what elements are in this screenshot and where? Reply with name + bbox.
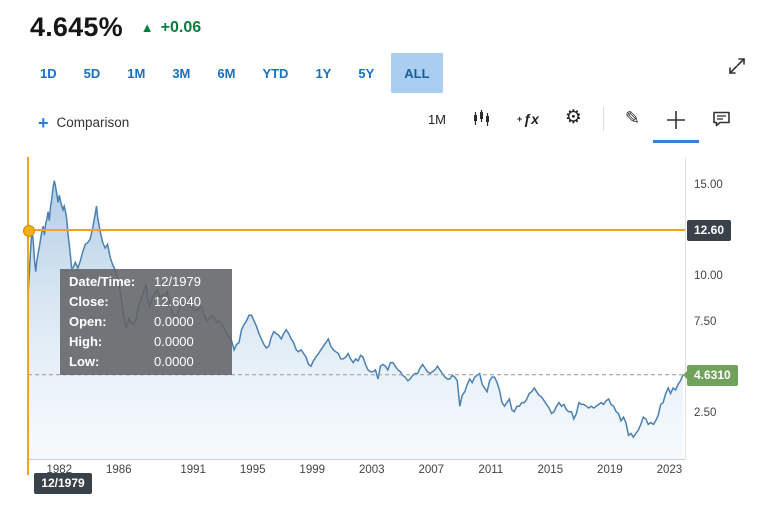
x-axis-label-2003: 2003 (358, 464, 385, 476)
tooltip-value: 12/1979 (154, 274, 201, 289)
range-tab-5d[interactable]: 5D (83, 65, 101, 81)
price-header: 4.645% ▲ +0.06 (0, 0, 768, 43)
range-tab-ytd[interactable]: YTD (262, 65, 289, 81)
x-axis-label-2023: 2023 (656, 464, 683, 476)
x-axis-label-1995: 1995 (239, 464, 266, 476)
tooltip-label: Close: (69, 294, 109, 309)
tooltip-value: 0.0000 (154, 314, 194, 329)
range-row: 1D 5D 1M 3M 6M YTD 1Y 5Y ALL (30, 53, 768, 93)
range-tab-5y[interactable]: 5Y (358, 65, 375, 81)
comparison-label: Comparison (56, 115, 130, 130)
y-axis-label-15.00: 15.00 (694, 179, 723, 192)
crosshair-dot (23, 224, 36, 237)
range-tab-1d[interactable]: 1D (40, 65, 57, 81)
y-axis-line (685, 157, 686, 459)
y-axis-label-10.00: 10.00 (694, 270, 723, 283)
chart-toolbar: + Comparison 1M + ƒx ⚙ ✎ (38, 101, 744, 143)
crosshair-date-badge: 12/1979 (34, 473, 92, 494)
last-price-badge: 4.6310 (683, 364, 738, 386)
toolbar-tools: 1M + ƒx ⚙ ✎ (415, 107, 744, 143)
crosshair-icon[interactable] (653, 110, 699, 143)
pencil-icon[interactable]: ✎ (624, 108, 640, 128)
range-tab-all[interactable]: ALL (391, 53, 443, 93)
price-chart[interactable] (28, 157, 685, 459)
crosshair-price-badge: 12.60 (687, 219, 732, 241)
y-axis-label-2.50: 2.50 (694, 406, 717, 419)
crosshair-v-line (27, 157, 30, 475)
tooltip-row: Open: 0.0000 (60, 312, 232, 332)
comparison-button[interactable]: + Comparison (38, 112, 130, 143)
chart-area: 15.00 10.00 7.50 2.50 1982 1986 1991 1995 1999 2… (0, 157, 768, 509)
change-value: +0.06 (160, 18, 202, 36)
x-axis-label-2019: 2019 (597, 464, 623, 476)
function-icon[interactable]: + ƒx (504, 111, 552, 143)
tooltip-label: Open: (69, 314, 107, 329)
toolbar-divider (602, 107, 604, 131)
range-tab-1m[interactable]: 1M (127, 65, 146, 81)
range-tab-6m[interactable]: 6M (217, 65, 236, 81)
comment-icon[interactable] (699, 110, 744, 143)
x-axis-label-2015: 2015 (537, 464, 564, 476)
up-triangle-icon: ▲ (140, 20, 154, 35)
current-price: 4.645% (30, 12, 123, 42)
crosshair-h-line (28, 228, 685, 231)
interval-select[interactable]: 1M (427, 112, 447, 127)
range-tabs: 1D 5D 1M 3M 6M YTD 1Y 5Y ALL (30, 53, 450, 93)
x-axis-line (28, 459, 685, 460)
tooltip-row: High: 0.0000 (60, 332, 232, 352)
x-axis-label-1991: 1991 (180, 464, 206, 476)
price-change: ▲ +0.06 (141, 19, 201, 37)
candlestick-icon[interactable] (459, 109, 504, 143)
settings-gear-icon[interactable]: ⚙ (564, 107, 582, 128)
tooltip-value: 12.6040 (154, 294, 201, 309)
tooltip-value: 0.0000 (154, 354, 194, 369)
x-axis-label-2007: 2007 (418, 464, 445, 476)
tooltip-row: Date/Time: 12/1979 (60, 272, 232, 292)
range-tab-1y[interactable]: 1Y (315, 65, 332, 81)
plus-icon: + (38, 112, 49, 133)
fx-plus: + (517, 114, 523, 124)
tooltip-row: Low: 0.0000 (60, 352, 232, 372)
x-axis-label-2011: 2011 (478, 464, 504, 476)
x-axis-label-1999: 1999 (299, 464, 326, 476)
fx-glyph: ƒx (523, 111, 539, 127)
expand-icon[interactable] (726, 55, 748, 82)
data-tooltip: Date/Time: 12/1979 Close: 12.6040 Open: 0.000… (60, 269, 232, 375)
tooltip-row: Close: 12.6040 (60, 292, 232, 312)
tooltip-label: Low: (69, 354, 100, 369)
x-axis-label-1986: 1986 (105, 464, 132, 476)
tooltip-value: 0.0000 (154, 334, 194, 349)
range-tab-3m[interactable]: 3M (172, 65, 191, 81)
tooltip-label: High: (69, 334, 103, 349)
tooltip-label: Date/Time: (69, 274, 136, 289)
y-axis-label-7.50: 7.50 (694, 315, 717, 328)
